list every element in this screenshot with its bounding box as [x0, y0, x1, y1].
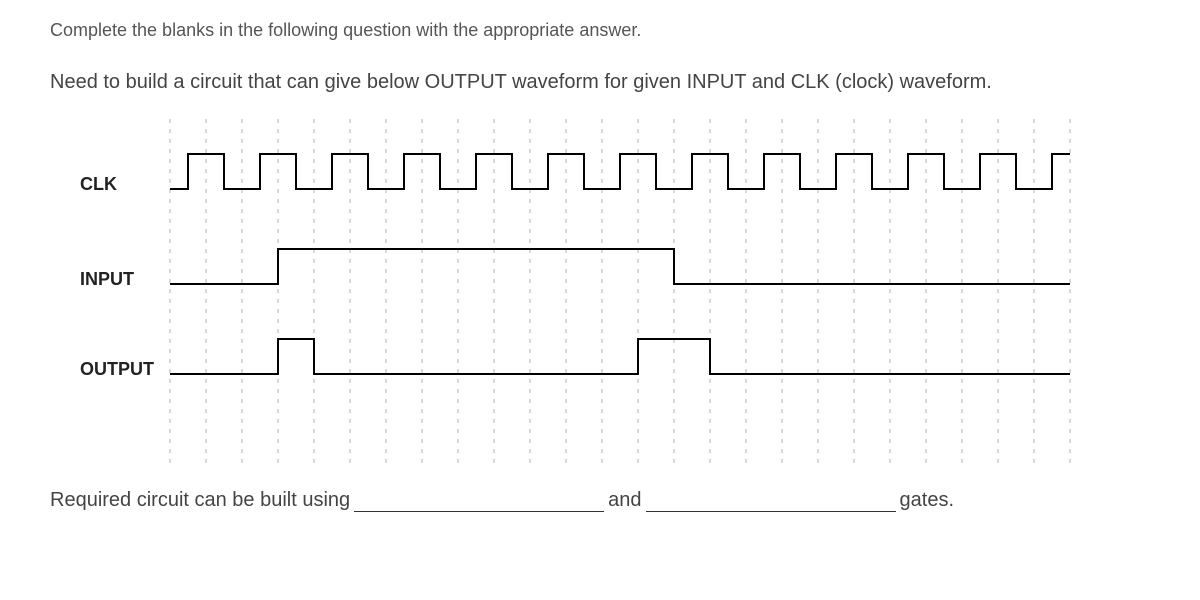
answer-prefix: Required circuit can be built using [50, 489, 350, 512]
signal-label-clk: CLK [80, 174, 117, 195]
signal-label-output: OUTPUT [80, 359, 154, 380]
blank-2[interactable] [646, 491, 896, 512]
answer-joiner: and [608, 489, 641, 512]
instruction-text: Complete the blanks in the following que… [50, 20, 1150, 41]
timing-svg [50, 109, 1130, 479]
question-text: Need to build a circuit that can give be… [50, 71, 1150, 94]
signal-label-input: INPUT [80, 269, 134, 290]
answer-line: Required circuit can be built using and … [50, 489, 1150, 512]
timing-diagram: CLK INPUT OUTPUT [50, 109, 1130, 479]
blank-1[interactable] [354, 491, 604, 512]
answer-suffix: gates. [900, 489, 954, 512]
